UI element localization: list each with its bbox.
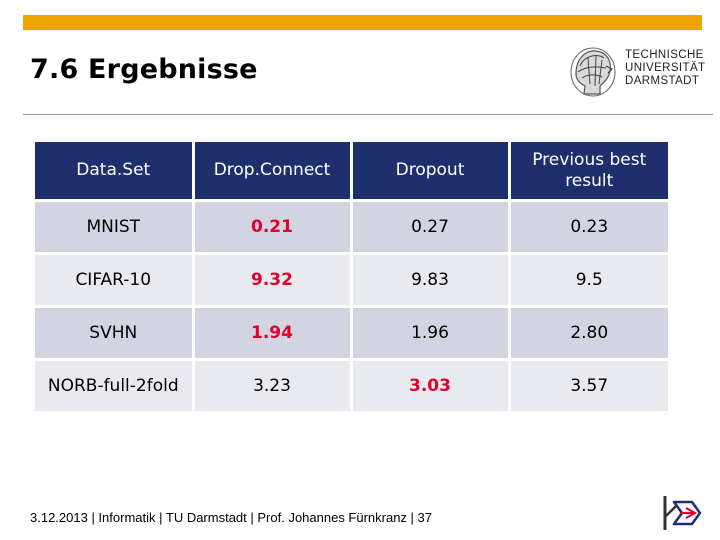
logo-line-2: UNIVERSITÄT — [625, 62, 706, 74]
results-table: Data.Set Drop.Connect Dropout Previous b… — [35, 142, 668, 411]
cell-dropconnect: 1.94 — [193, 305, 353, 360]
cell-dropout: 9.83 — [351, 252, 511, 307]
cell-previous: 2.80 — [509, 305, 668, 360]
cell-dropout: 0.27 — [351, 199, 511, 254]
cell-previous: 3.57 — [509, 358, 668, 411]
logo-line-3: DARMSTADT — [625, 75, 700, 87]
table-header-row: Data.Set Drop.Connect Dropout Previous b… — [35, 142, 668, 201]
slide-footer: 3.12.2013 | Informatik | TU Darmstadt | … — [30, 510, 433, 525]
ke-logo-icon — [663, 496, 702, 530]
athena-head-icon — [570, 47, 616, 97]
header-previous-best: Previous best result — [509, 142, 668, 201]
cell-dataset: NORB-full-2fold — [35, 358, 195, 411]
cell-previous: 9.5 — [509, 252, 668, 307]
table-row: MNIST 0.21 0.27 0.23 — [35, 199, 668, 254]
header-dropconnect: Drop.Connect — [193, 142, 353, 201]
university-logo: TECHNISCHE UNIVERSITÄT DARMSTADT — [566, 44, 708, 98]
cell-dataset: MNIST — [35, 199, 195, 254]
table-row: SVHN 1.94 1.96 2.80 — [35, 305, 668, 360]
title-divider — [23, 114, 713, 115]
cell-dropconnect: 9.32 — [193, 252, 353, 307]
cell-dataset: CIFAR-10 — [35, 252, 195, 307]
cell-dataset: SVHN — [35, 305, 195, 360]
table-row: CIFAR-10 9.32 9.83 9.5 — [35, 252, 668, 307]
accent-bar — [23, 15, 702, 30]
slide-title: 7.6 Ergebnisse — [30, 54, 258, 85]
header-dataset: Data.Set — [35, 142, 195, 201]
header-dropout: Dropout — [351, 142, 511, 201]
cell-dropconnect: 3.23 — [193, 358, 353, 411]
cell-dropout: 3.03 — [351, 358, 511, 411]
ke-group-logo — [662, 494, 702, 532]
table-row: NORB-full-2fold 3.23 3.03 3.57 — [35, 358, 668, 411]
logo-line-1: TECHNISCHE — [625, 49, 704, 61]
cell-previous: 0.23 — [509, 199, 668, 254]
cell-dropout: 1.96 — [351, 305, 511, 360]
cell-dropconnect: 0.21 — [193, 199, 353, 254]
